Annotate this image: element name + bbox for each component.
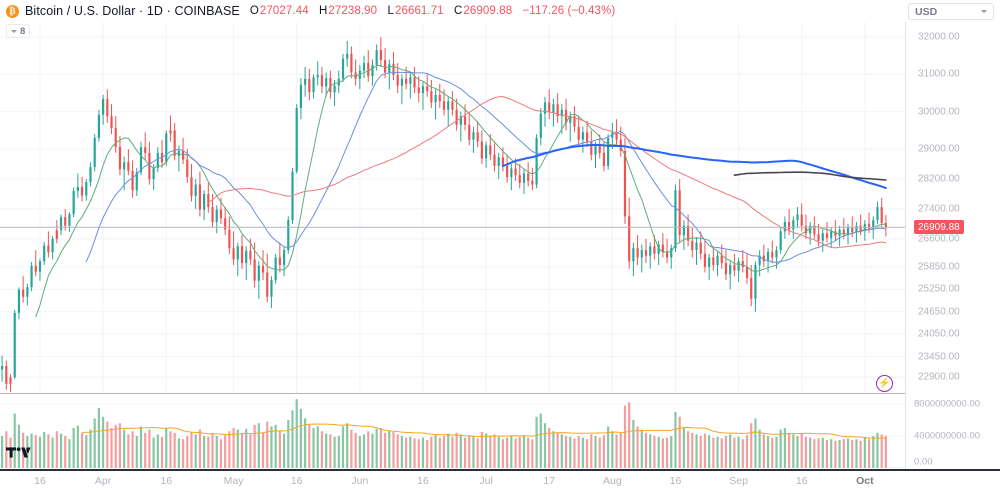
price-tick-label: 23450.00 <box>918 351 960 363</box>
time-tick-label: 16 <box>417 475 429 487</box>
time-tick-label: Apr <box>94 475 112 487</box>
price-chart-svg <box>0 22 906 394</box>
lightning-bolt-icon[interactable]: ⚡ <box>876 375 893 392</box>
price-tick-label: 25850.00 <box>918 261 960 273</box>
time-tick-label: 16 <box>160 475 173 487</box>
volume-axis: 8000000000.00 4000000000.00 0.00 <box>906 396 1000 468</box>
currency-value: USD <box>915 5 938 18</box>
time-tick-label: Jun <box>351 475 369 487</box>
symbol-title[interactable]: Bitcoin / U.S. Dollar · 1D · COINBASE <box>25 4 240 18</box>
open-value: 27027.44 <box>259 5 309 17</box>
close-label: C <box>454 5 463 17</box>
chart-header: ₿ Bitcoin / U.S. Dollar · 1D · COINBASE … <box>0 0 1000 22</box>
time-axis[interactable]: 16 Apr 16 May 16 Jun 16 Jul 17 Aug 16 Sep 16 Oct <box>0 470 906 493</box>
time-tick-label: 17 <box>543 475 556 487</box>
time-tick-label: 16 <box>290 475 303 487</box>
volume-chart-svg <box>0 399 906 468</box>
volume-ma-line <box>82 423 886 439</box>
price-tick-label: 29000.00 <box>918 143 960 155</box>
volume-tick-label: 0.00 <box>914 456 933 468</box>
low-label: L <box>387 5 394 17</box>
price-tick-label: 30000.00 <box>918 106 960 118</box>
time-tick-label: Jul <box>479 475 493 487</box>
price-tick-label: 24650.00 <box>918 306 960 318</box>
high-label: H <box>318 5 328 17</box>
time-tick-label: Oct <box>856 475 874 487</box>
volume-pane[interactable] <box>0 396 906 468</box>
high-value: 27238.90 <box>328 5 378 17</box>
time-tick-label: 16 <box>34 475 46 487</box>
ma-long-blue <box>501 143 887 189</box>
pane-separator <box>0 393 906 394</box>
time-tick-label: 16 <box>795 475 808 487</box>
time-tick-label: Sep <box>729 475 748 487</box>
bitcoin-icon: ₿ <box>6 4 19 18</box>
close-value: 26909.88 <box>463 5 513 17</box>
price-tick-label: 28200.00 <box>918 173 960 185</box>
price-pane[interactable] <box>0 22 906 394</box>
price-tick-label: 24050.00 <box>918 328 960 340</box>
price-tick-label: 27400.00 <box>918 203 960 215</box>
chevron-down-icon <box>981 10 987 13</box>
indicator-legend[interactable]: 8 <box>6 24 31 38</box>
ma-blue <box>85 71 887 263</box>
price-tick-label: 32000.00 <box>918 31 960 43</box>
time-tick-label: 16 <box>669 475 682 487</box>
ma-green <box>35 64 887 318</box>
current-price-tag[interactable]: 26909.88 <box>914 220 964 235</box>
low-value: 26661.71 <box>394 5 444 17</box>
volume-tick-label: 8000000000.00 <box>914 398 981 410</box>
price-tick-label: 26600.00 <box>918 233 960 245</box>
price-tick-label: 25250.00 <box>918 283 960 295</box>
ohlc-readout: O27027.44 H27238.90 L26661.71 C26909.88 … <box>250 5 616 17</box>
indicator-count: 8 <box>20 25 26 37</box>
time-tick-label: May <box>223 475 244 487</box>
chevron-down-icon <box>11 29 17 33</box>
time-tick-label: Aug <box>602 475 622 487</box>
price-tick-label: 22900.00 <box>918 371 960 383</box>
open-label: O <box>249 5 259 17</box>
volume-tick-label: 4000000000.00 <box>914 430 981 442</box>
price-tick-label: 31000.00 <box>918 68 960 80</box>
price-change: −117.26 (−0.43%) <box>522 5 616 17</box>
ma-long-black <box>733 171 887 181</box>
axis-divider <box>905 22 906 469</box>
tradingview-logo[interactable] <box>6 444 32 461</box>
bottom-separator <box>0 469 1000 471</box>
currency-select[interactable]: USD <box>908 3 994 20</box>
price-axis[interactable]: 32000.00 31000.00 30000.00 29000.00 28200.00… <box>906 22 1000 394</box>
ma-red <box>207 96 887 249</box>
